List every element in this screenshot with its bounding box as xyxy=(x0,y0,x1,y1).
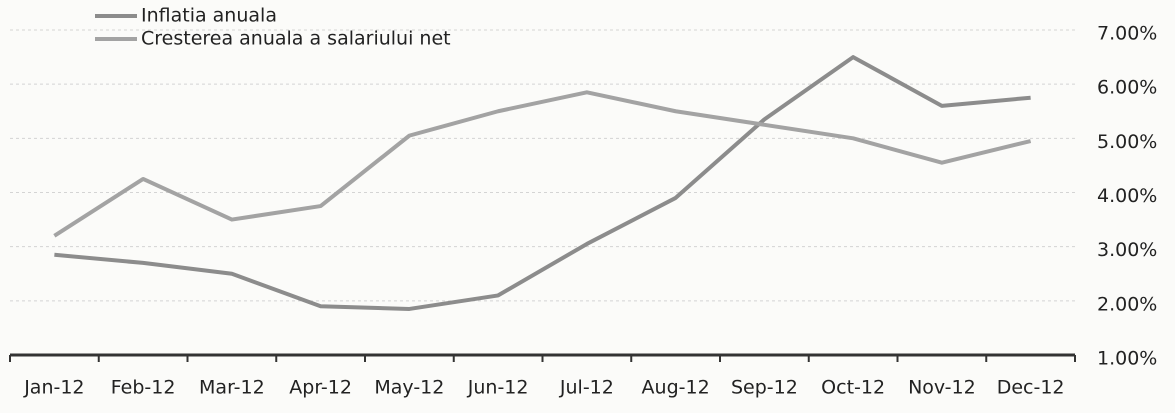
x-tick-label: Apr-12 xyxy=(289,377,352,399)
x-tick-label: Mar-12 xyxy=(199,377,265,399)
legend-label: Inflatia anuala xyxy=(141,5,277,27)
y-tick-label: 1.00% xyxy=(1097,348,1157,370)
y-tick-label: 2.00% xyxy=(1097,293,1157,315)
y-tick-label: 7.00% xyxy=(1097,23,1157,45)
x-tick-label: Nov-12 xyxy=(908,377,976,399)
x-tick-label: Jul-12 xyxy=(559,377,614,399)
series-line xyxy=(54,55,1031,311)
legend-label: Cresterea anuala a salariului net xyxy=(141,28,451,50)
x-tick-label: Feb-12 xyxy=(111,377,176,399)
y-tick-label: 4.00% xyxy=(1097,185,1157,207)
series-line xyxy=(53,90,1032,238)
x-tick-label: Jan-12 xyxy=(23,377,84,399)
y-tick-label: 6.00% xyxy=(1097,77,1157,99)
x-tick-label: Sep-12 xyxy=(731,377,798,399)
x-tick-label: Aug-12 xyxy=(642,377,710,399)
y-tick-label: 3.00% xyxy=(1097,239,1157,261)
x-tick-label: Dec-12 xyxy=(997,377,1065,399)
x-tick-label: Jun-12 xyxy=(467,377,529,399)
y-tick-label: 5.00% xyxy=(1097,131,1157,153)
x-tick-label: Oct-12 xyxy=(821,377,885,399)
x-tick-label: May-12 xyxy=(374,377,444,399)
